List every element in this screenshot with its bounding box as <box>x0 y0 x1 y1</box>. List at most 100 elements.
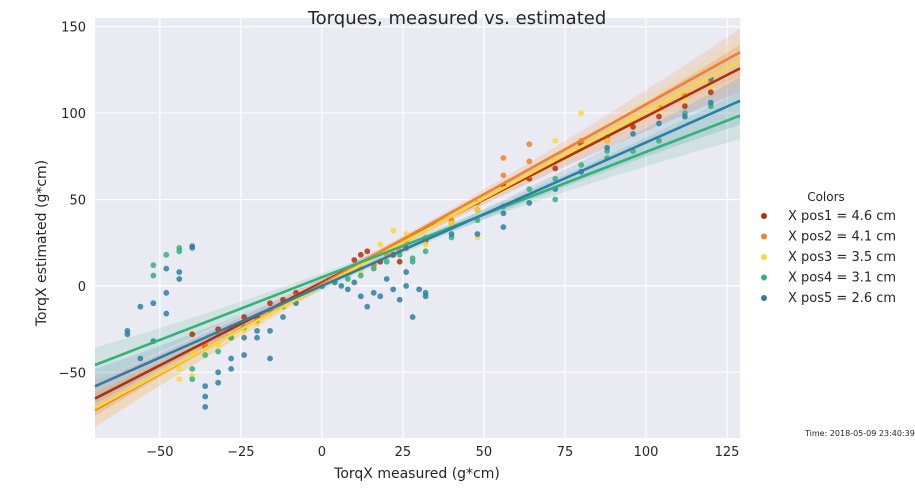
y-tick-label: 0 <box>78 280 86 295</box>
data-point <box>681 113 688 120</box>
data-point <box>383 258 390 265</box>
data-point <box>409 255 416 262</box>
data-point <box>409 314 416 320</box>
data-point <box>357 251 364 258</box>
data-point <box>202 393 209 400</box>
data-point <box>656 113 662 120</box>
data-point <box>202 383 209 390</box>
data-point <box>202 352 209 358</box>
data-point <box>228 355 235 362</box>
data-point <box>370 289 377 296</box>
data-point <box>228 365 235 372</box>
data-point <box>215 348 222 355</box>
data-point <box>604 137 611 144</box>
data-point <box>526 141 533 148</box>
data-point <box>163 251 170 258</box>
data-point <box>370 265 377 272</box>
x-tick-label: 100 <box>634 445 659 460</box>
regression-line <box>94 59 741 410</box>
data-point <box>137 303 144 310</box>
data-point <box>150 262 157 269</box>
data-point <box>377 241 384 248</box>
legend-title: Colors <box>807 190 845 204</box>
data-point <box>377 293 384 300</box>
data-point <box>552 196 559 203</box>
data-point <box>422 289 429 296</box>
grid-lines <box>95 18 740 438</box>
timestamp: Time: 2018-05-09 23:40:39 <box>804 429 915 438</box>
data-point <box>202 403 209 410</box>
y-axis-label: TorqX estimated (g*cm) <box>34 160 50 327</box>
data-point <box>254 327 260 334</box>
y-tick-label: 100 <box>61 107 86 122</box>
data-point <box>241 352 247 358</box>
data-point <box>578 110 585 116</box>
data-point <box>500 172 507 179</box>
data-point <box>707 99 714 106</box>
data-point <box>448 220 455 227</box>
legend-label: X pos1 = 4.6 cm <box>788 209 896 224</box>
data-point <box>344 276 351 282</box>
data-point <box>137 355 144 362</box>
data-point <box>390 286 397 293</box>
data-point <box>189 365 196 372</box>
data-point <box>124 327 131 334</box>
x-tick-label: 75 <box>557 445 574 460</box>
data-point <box>390 227 397 234</box>
legend-label: X pos4 = 3.1 cm <box>788 271 896 286</box>
data-point <box>416 286 423 293</box>
data-point <box>215 369 222 376</box>
data-point <box>351 257 358 263</box>
data-point <box>383 276 390 282</box>
y-tick-label: −50 <box>59 366 86 381</box>
data-point <box>189 331 196 338</box>
data-point <box>189 376 196 383</box>
regression-lines <box>94 51 741 412</box>
data-point <box>163 289 170 296</box>
data-point <box>176 276 183 282</box>
legend-marker <box>761 213 767 219</box>
data-point <box>630 123 636 130</box>
data-point <box>357 293 364 300</box>
data-point <box>150 272 157 279</box>
data-point <box>707 89 714 96</box>
data-point <box>150 300 157 307</box>
data-point <box>681 103 688 110</box>
data-point <box>604 144 611 151</box>
x-tick-label: −50 <box>146 445 173 460</box>
data-point <box>364 303 371 310</box>
data-point <box>163 265 170 272</box>
data-point <box>267 300 273 307</box>
confidence-band <box>95 28 740 428</box>
data-point <box>656 137 662 144</box>
data-point <box>163 310 170 317</box>
regression-line <box>94 114 741 367</box>
data-point <box>500 210 507 217</box>
chart-title: Torques, measured vs. estimated <box>307 8 607 29</box>
data-point <box>396 296 403 303</box>
data-point <box>474 206 481 213</box>
data-point <box>254 334 260 341</box>
data-point <box>630 130 636 137</box>
y-tick-labels: −50 0 50 100 150 <box>59 21 86 382</box>
confidence-band <box>95 91 740 383</box>
data-point <box>338 283 345 289</box>
data-point <box>578 162 585 168</box>
data-point <box>552 165 559 172</box>
legend-label: X pos5 = 2.6 cm <box>788 291 896 306</box>
x-tick-label: 0 <box>318 445 326 460</box>
x-tick-label: 25 <box>395 445 412 460</box>
legend-label: X pos2 = 4.1 cm <box>788 230 896 245</box>
x-tick-label: −25 <box>227 445 254 460</box>
data-point <box>357 272 364 279</box>
data-point <box>215 379 222 386</box>
data-point <box>241 334 247 341</box>
data-point <box>344 286 351 293</box>
regression-line <box>94 99 741 388</box>
plot-background <box>95 18 740 438</box>
data-point <box>500 155 507 161</box>
data-point <box>422 248 429 255</box>
data-point <box>176 365 183 372</box>
y-tick-label: 150 <box>61 21 86 36</box>
